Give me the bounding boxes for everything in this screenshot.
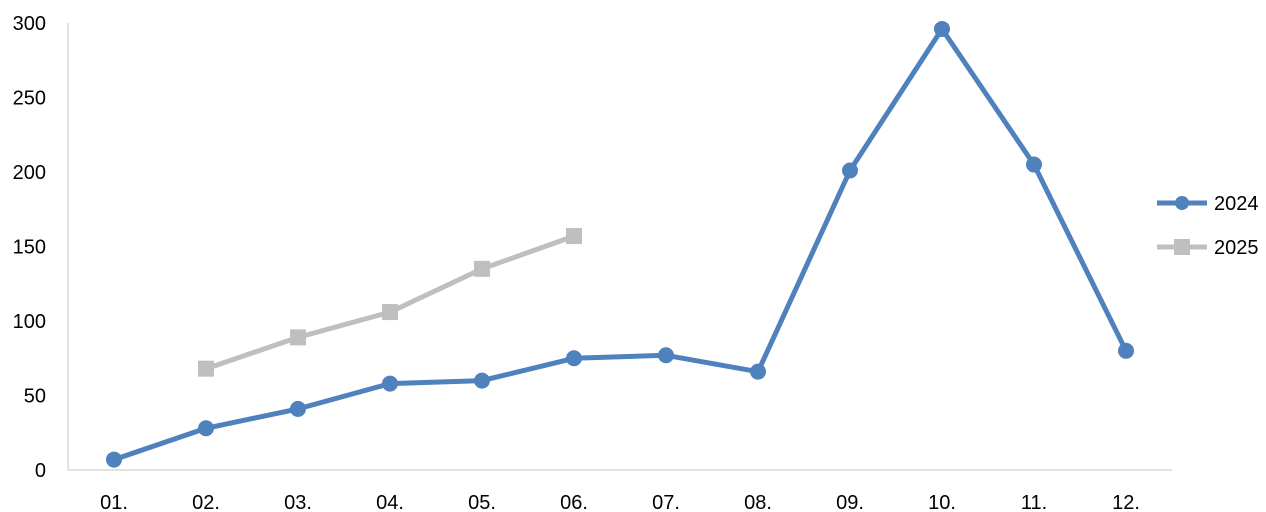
data-point-marker [1118,342,1134,359]
data-point-marker [750,363,766,380]
series-2025 [198,228,582,377]
data-point-marker [382,304,398,321]
y-tick-label: 150 [13,237,46,259]
x-tick-label: 12. [1112,492,1140,512]
series-2024 [106,20,1134,468]
data-point-marker [290,329,306,346]
legend-item: 2024 [1157,193,1259,215]
y-tick-label: 50 [24,386,46,408]
data-point-marker [1026,156,1042,173]
y-axis-tick-labels: 0 50 100 150 200 250 300 [13,13,46,482]
legend-marker [1175,196,1189,210]
x-tick-label: 03. [284,492,312,512]
legend-marker [1174,239,1190,255]
axes [67,23,1172,471]
x-tick-label: 11. [1021,492,1047,512]
data-point-marker [934,20,950,37]
data-point-marker [198,420,214,437]
x-tick-label: 10. [928,492,956,512]
series-line [203,233,577,372]
legend-label: 2024 [1214,193,1259,215]
x-axis-tick-labels: 01. 02. 03. 04. 05. 06. 07. 08. 09. 10. 11. 12. [100,492,1140,512]
legend-label: 2025 [1214,237,1259,259]
x-tick-label: 09. [836,492,864,512]
x-tick-label: 02. [192,492,220,512]
y-tick-label: 0 [35,460,46,482]
x-tick-label: 06. [560,492,588,512]
data-point-marker [842,162,858,179]
data-point-marker [566,350,582,367]
y-tick-label: 250 [13,88,46,110]
data-point-marker [382,375,398,392]
data-point-marker [566,228,582,245]
y-tick-label: 100 [13,311,46,333]
data-point-marker [474,260,490,277]
x-tick-label: 04. [376,492,404,512]
x-tick-label: 01. [100,492,128,512]
data-point-marker [658,347,674,364]
data-point-marker [198,360,214,377]
data-point-marker [474,372,490,389]
series-line [111,26,1129,463]
x-tick-label: 07. [652,492,680,512]
x-tick-label: 08. [744,492,772,512]
x-tick-label: 05. [468,492,496,512]
series [106,20,1134,468]
data-point-marker [106,451,122,468]
legend: 2024 2025 [1157,193,1259,259]
y-tick-label: 300 [13,13,46,35]
y-tick-label: 200 [13,162,46,184]
legend-item: 2025 [1157,237,1259,259]
data-point-marker [290,400,306,417]
